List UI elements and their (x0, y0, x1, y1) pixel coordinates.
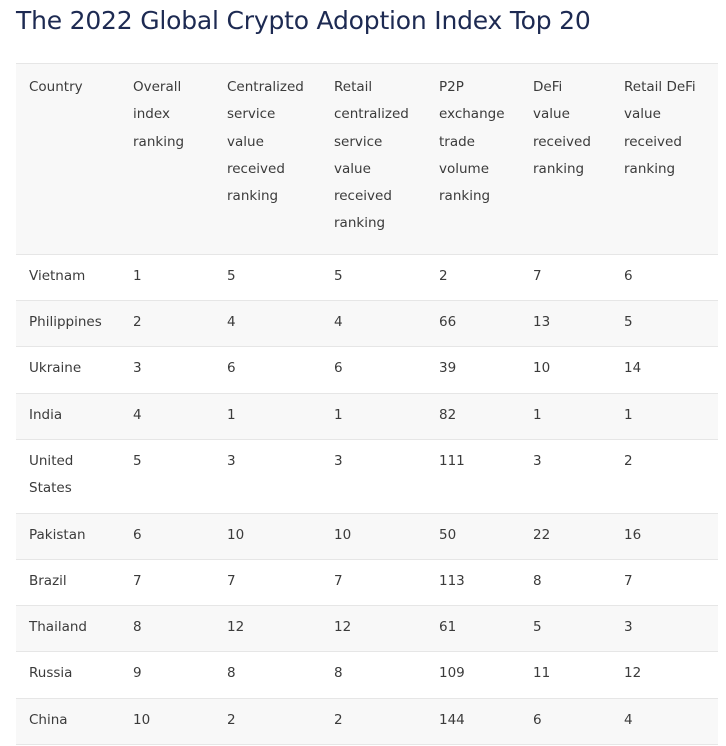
ranking-cell: 10 (120, 698, 214, 746)
ranking-cell: 1 (214, 393, 321, 440)
table-row: Vietnam 1 5 5 2 7 6 (16, 254, 718, 302)
ranking-cell: 7 (120, 559, 214, 607)
ranking-cell: 3 (520, 439, 611, 514)
ranking-cell: 39 (426, 346, 520, 394)
ranking-cell: 8 (321, 651, 426, 699)
column-header: Retail DeFi value received ranking (611, 63, 718, 255)
table-row: China 10 2 2 144 6 4 (16, 698, 718, 746)
country-cell: Vietnam (16, 254, 120, 302)
ranking-cell: 11 (520, 651, 611, 699)
ranking-cell: 5 (520, 605, 611, 653)
table-row: Brazil 7 7 7 113 8 7 (16, 559, 718, 607)
ranking-cell: 10 (520, 346, 611, 394)
ranking-cell: 12 (321, 605, 426, 653)
ranking-cell: 3 (120, 346, 214, 394)
ranking-cell: 6 (120, 513, 214, 560)
ranking-cell: 13 (520, 300, 611, 348)
country-cell: United States (16, 439, 120, 514)
ranking-cell: 4 (611, 698, 718, 746)
country-cell: Ukraine (16, 346, 120, 394)
country-cell: Pakistan (16, 513, 120, 560)
ranking-cell: 6 (214, 346, 321, 394)
ranking-cell: 4 (214, 300, 321, 348)
ranking-cell: 2 (120, 300, 214, 348)
ranking-cell: 1 (611, 393, 718, 440)
table-row: Thailand 8 12 12 61 5 3 (16, 605, 718, 653)
table-header-row: Country Overall index ranking Centralized … (16, 63, 718, 255)
ranking-cell: 8 (520, 559, 611, 607)
ranking-cell: 9 (120, 651, 214, 699)
table-row: Russia 9 8 8 109 11 12 (16, 651, 718, 699)
ranking-cell: 10 (321, 513, 426, 560)
column-header: Retail centralized service value receive… (321, 63, 426, 255)
ranking-cell: 12 (611, 651, 718, 699)
ranking-cell: 7 (321, 559, 426, 607)
country-cell: Philippines (16, 300, 120, 348)
ranking-cell: 113 (426, 559, 520, 607)
ranking-cell: 2 (426, 254, 520, 302)
ranking-cell: 7 (214, 559, 321, 607)
ranking-cell: 3 (214, 439, 321, 514)
page-title: The 2022 Global Crypto Adoption Index To… (16, 6, 591, 35)
table-row: Pakistan 6 10 10 50 22 16 (16, 513, 718, 560)
ranking-cell: 16 (611, 513, 718, 560)
ranking-cell: 50 (426, 513, 520, 560)
ranking-cell: 8 (120, 605, 214, 653)
country-cell: Thailand (16, 605, 120, 653)
table-row: United States 5 3 3 111 3 2 (16, 439, 718, 514)
ranking-cell: 2 (611, 439, 718, 514)
ranking-cell: 22 (520, 513, 611, 560)
ranking-cell: 12 (214, 605, 321, 653)
ranking-cell: 5 (611, 300, 718, 348)
country-cell: India (16, 393, 120, 440)
ranking-cell: 8 (214, 651, 321, 699)
country-cell: Brazil (16, 559, 120, 607)
table-row: Ukraine 3 6 6 39 10 14 (16, 346, 718, 394)
ranking-cell: 1 (321, 393, 426, 440)
column-header: Country (16, 63, 120, 255)
ranking-cell: 1 (120, 254, 214, 302)
adoption-index-table: Country Overall index ranking Centralized … (16, 63, 718, 746)
table-row: Philippines 2 4 4 66 13 5 (16, 300, 718, 348)
column-header: P2P exchange trade volume ranking (426, 63, 520, 255)
ranking-cell: 7 (611, 559, 718, 607)
ranking-cell: 82 (426, 393, 520, 440)
ranking-cell: 1 (520, 393, 611, 440)
column-header: Overall index ranking (120, 63, 214, 255)
table-row: India 4 1 1 82 1 1 (16, 393, 718, 440)
ranking-cell: 2 (214, 698, 321, 746)
ranking-cell: 3 (611, 605, 718, 653)
ranking-cell: 6 (520, 698, 611, 746)
ranking-cell: 4 (321, 300, 426, 348)
ranking-cell: 2 (321, 698, 426, 746)
ranking-cell: 4 (120, 393, 214, 440)
ranking-cell: 66 (426, 300, 520, 348)
country-cell: China (16, 698, 120, 746)
ranking-cell: 6 (321, 346, 426, 394)
ranking-cell: 61 (426, 605, 520, 653)
ranking-cell: 5 (321, 254, 426, 302)
ranking-cell: 3 (321, 439, 426, 514)
ranking-cell: 144 (426, 698, 520, 746)
ranking-cell: 5 (214, 254, 321, 302)
ranking-cell: 109 (426, 651, 520, 699)
column-header: DeFi value received ranking (520, 63, 611, 255)
ranking-cell: 6 (611, 254, 718, 302)
ranking-cell: 7 (520, 254, 611, 302)
ranking-cell: 10 (214, 513, 321, 560)
country-cell: Russia (16, 651, 120, 699)
column-header: Centralized service value received ranki… (214, 63, 321, 255)
ranking-cell: 14 (611, 346, 718, 394)
ranking-cell: 111 (426, 439, 520, 514)
ranking-cell: 5 (120, 439, 214, 514)
